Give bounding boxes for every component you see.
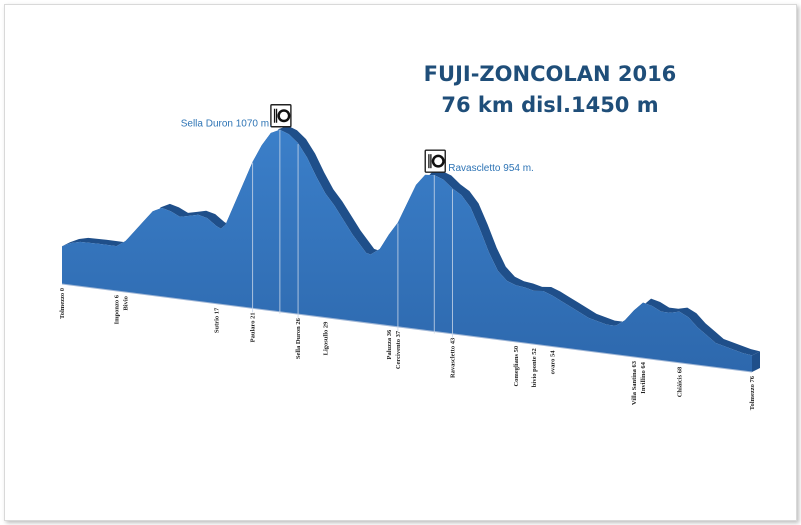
chart-title: FUJI-ZONCOLAN 2016: [423, 62, 677, 86]
peak-markers: Sella Duron 1070 m. Ravascletto 954 m.: [181, 104, 534, 334]
profile-area: [62, 129, 752, 372]
profile-side-face: [752, 351, 760, 372]
peak-label: Sella Duron 1070 m.: [181, 119, 272, 130]
x-tick-label: Sella Duron 26: [295, 317, 302, 359]
x-tick-label: Imponzo 6: [113, 294, 120, 324]
restaurant-icon: [270, 104, 292, 128]
profile-area-layer: [61, 125, 760, 373]
chart-subtitle: 76 km disl.1450 m: [441, 93, 659, 117]
x-tick-label: Sutrio 17: [213, 307, 220, 333]
x-tick-labels: Tolmezzo 0 Imponzo 6 Bivio Sutrio 17 Paularo…: [59, 288, 756, 410]
restaurant-icon-fork: [273, 108, 276, 123]
peak-label: Ravascletto 954 m.: [448, 163, 534, 174]
x-tick-label: Ravascletto 43: [449, 337, 456, 378]
restaurant-icon-plate-inner: [434, 157, 443, 166]
x-tick-label: Tolmezzo 76: [749, 375, 756, 410]
profile-baseline: [61, 283, 753, 373]
x-tick-label: Comeglians 50: [513, 346, 520, 387]
restaurant-icon-knife: [275, 108, 278, 123]
restaurant-icon-plate-inner: [279, 111, 288, 120]
x-tick-label: Invillino 64: [640, 361, 647, 393]
restaurant-icon: [424, 149, 446, 173]
x-tick-label: Bivio: [123, 296, 130, 310]
x-tick-label: ovaro 54: [549, 350, 556, 375]
x-tick-label: bivio ponte 52: [531, 348, 538, 387]
x-tick-label: Villa Santina 63: [631, 360, 638, 405]
restaurant-icon-knife: [430, 154, 432, 169]
x-tick-label: Chiàicis 68: [676, 366, 683, 397]
x-tick-label: Paularo 21: [250, 312, 257, 342]
x-tick-label: Paluzza 36: [386, 329, 393, 360]
x-tick-label: Cercivento 37: [395, 330, 402, 369]
x-tick-label: Tolmezzo 0: [59, 288, 66, 319]
x-tick-label: Ligosullo 29: [322, 321, 329, 356]
restaurant-icon-fork: [428, 154, 430, 169]
guide-lines: [252, 144, 453, 338]
